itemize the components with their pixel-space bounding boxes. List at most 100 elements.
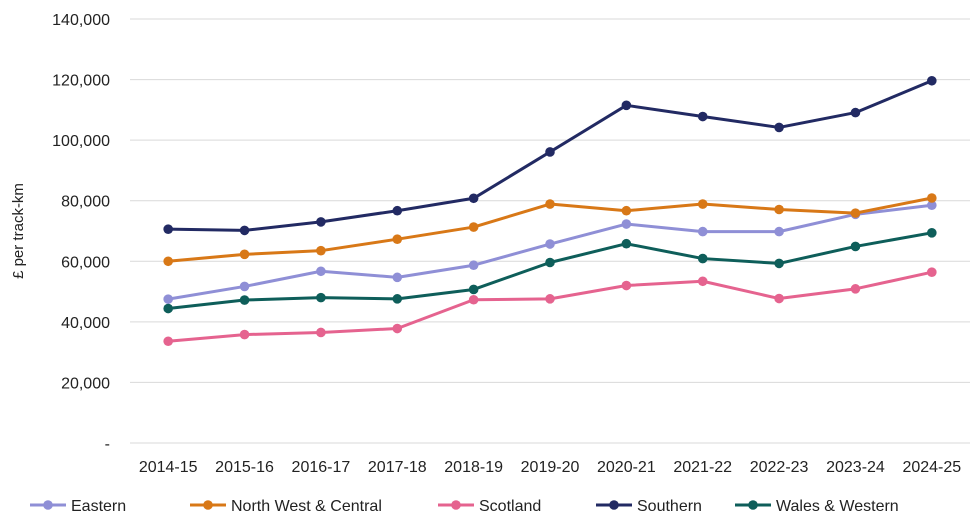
data-point: [239, 295, 250, 305]
data-point: [850, 208, 861, 218]
x-tick-label: 2016-17: [292, 459, 351, 476]
data-point: [163, 224, 173, 234]
legend-label: Southern: [637, 498, 702, 515]
data-point: [774, 293, 784, 304]
legend-item: Scotland: [438, 498, 541, 515]
legend-item: North West & Central: [190, 498, 382, 515]
y-axis-tick-labels: - 20,000 40,000 60,000 80,000 100,000 120,000 1…: [52, 12, 110, 453]
data-point: [621, 100, 632, 111]
legend-label: Eastern: [71, 498, 126, 515]
data-point: [545, 147, 555, 157]
legend-item: Eastern: [30, 498, 126, 515]
data-point: [697, 276, 708, 287]
series-scotland: [163, 267, 937, 347]
data-point: [621, 205, 632, 216]
data-point: [316, 266, 326, 277]
series-lines: [163, 75, 937, 347]
data-point: [927, 193, 937, 203]
legend-label: Scotland: [479, 498, 541, 515]
x-tick-label: 2023-24: [826, 459, 885, 476]
legend-item: Southern: [596, 498, 702, 515]
y-tick-label: 40,000: [61, 315, 110, 332]
x-tick-label: 2018-19: [444, 459, 503, 476]
x-tick-label: 2015-16: [215, 459, 274, 476]
data-point: [392, 294, 403, 304]
data-point: [316, 217, 326, 227]
data-point: [468, 294, 479, 305]
data-point: [774, 122, 784, 133]
series-southern: [163, 75, 937, 236]
x-tick-label: 2020-21: [597, 459, 656, 476]
data-point: [239, 249, 250, 260]
data-point: [621, 280, 632, 291]
y-axis-label: £ per track-km: [10, 183, 27, 279]
x-tick-label: 2022-23: [750, 459, 809, 476]
data-point: [697, 111, 708, 122]
data-point: [392, 323, 403, 334]
data-point: [774, 204, 784, 215]
data-point: [468, 222, 479, 232]
data-point: [927, 228, 937, 238]
x-tick-label: 2017-18: [368, 459, 427, 476]
data-point: [850, 241, 861, 252]
data-point: [697, 253, 708, 264]
data-point: [697, 226, 708, 237]
y-tick-label: 80,000: [61, 194, 110, 211]
data-point: [163, 336, 173, 347]
legend-swatch-marker: [748, 500, 758, 510]
data-point: [163, 303, 173, 314]
series-north-west-central: [163, 193, 937, 267]
y-tick-label: 120,000: [52, 73, 110, 90]
legend-label: North West & Central: [231, 498, 382, 515]
legend-label: Wales & Western: [776, 498, 899, 515]
data-point: [316, 327, 326, 338]
data-point: [468, 193, 479, 204]
data-point: [927, 75, 937, 86]
x-tick-label: 2021-22: [673, 459, 732, 476]
data-point: [239, 329, 250, 340]
data-point: [392, 205, 403, 216]
data-point: [163, 294, 173, 304]
data-point: [697, 199, 708, 209]
gridlines: [130, 18, 970, 444]
x-tick-label: 2019-20: [521, 459, 580, 476]
x-tick-label: 2014-15: [139, 459, 198, 476]
series-wales-western: [163, 228, 937, 314]
data-point: [545, 199, 555, 209]
legend: Eastern North West & Central Scotland South…: [30, 498, 899, 515]
x-axis-tick-labels: 2014-15 2015-16 2016-17 2017-18 2018-19 2019-…: [139, 459, 961, 476]
data-point: [774, 226, 784, 237]
data-point: [239, 225, 250, 236]
legend-swatch-marker: [43, 500, 53, 510]
legend-item: Wales & Western: [735, 498, 899, 515]
data-point: [392, 272, 403, 283]
data-point: [316, 245, 326, 256]
data-point: [468, 284, 479, 295]
data-point: [927, 200, 937, 211]
legend-swatch-marker: [451, 500, 461, 510]
series-line: [166, 270, 934, 343]
data-point: [239, 281, 250, 292]
data-point: [545, 257, 555, 268]
x-tick-label: 2024-25: [902, 459, 961, 476]
data-point: [392, 234, 403, 244]
data-point: [927, 267, 937, 277]
data-point: [316, 292, 326, 303]
y-tick-label: 20,000: [61, 375, 110, 392]
data-point: [774, 258, 784, 269]
y-tick-label: -: [105, 436, 110, 453]
y-tick-label: 100,000: [52, 133, 110, 150]
y-tick-label: 140,000: [52, 12, 110, 29]
y-tick-label: 60,000: [61, 254, 110, 271]
legend-swatch-marker: [609, 500, 619, 510]
data-point: [545, 239, 555, 249]
data-point: [545, 294, 555, 304]
data-point: [621, 238, 632, 249]
legend-swatch-marker: [203, 500, 213, 510]
data-point: [850, 107, 861, 118]
data-point: [468, 260, 479, 271]
data-point: [621, 219, 632, 229]
data-point: [850, 284, 861, 294]
